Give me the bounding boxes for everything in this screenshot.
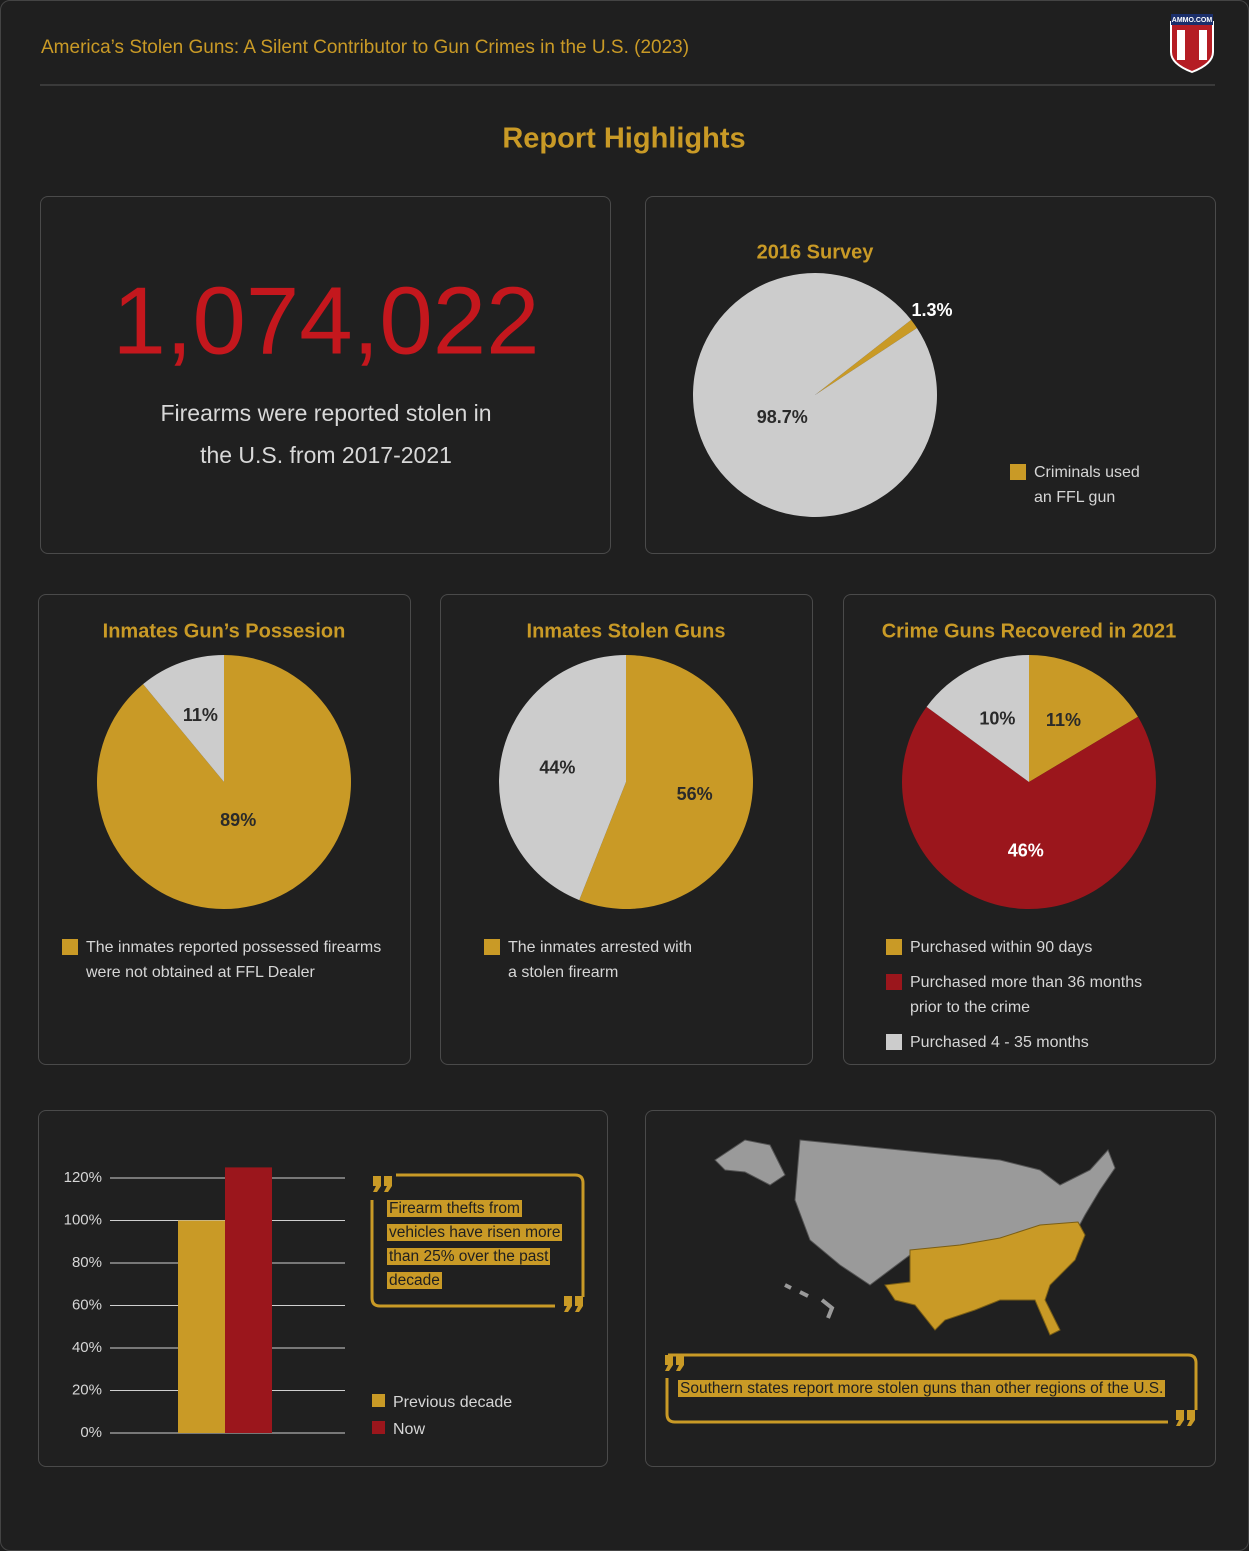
pie-slice: [815, 319, 917, 395]
data-label: 11%: [183, 705, 218, 725]
pie-slice: [901, 706, 1156, 909]
logo: AMMO.COM: [1170, 14, 1214, 74]
legend-item: The inmates arrested with a stolen firea…: [484, 935, 704, 985]
quote-mark: [665, 1355, 684, 1371]
legend-item: Previous decade: [372, 1390, 512, 1415]
chart-title: Crime Guns Recovered in 2021: [882, 620, 1177, 642]
legend: Previous decade Now: [372, 1390, 512, 1442]
legend-item: Now: [372, 1417, 512, 1442]
pie-slice: [1029, 655, 1138, 782]
card: [40, 196, 611, 554]
y-tick-label: 100%: [64, 1211, 102, 1228]
page-title: America’s Stolen Guns: A Silent Contribu…: [41, 37, 689, 58]
y-tick-label: 80%: [72, 1254, 102, 1271]
legend: Purchased within 90 days Purchased more t…: [886, 935, 1156, 1055]
y-tick-label: 60%: [72, 1296, 102, 1313]
chart-title: Inmates Stolen Guns: [527, 620, 726, 642]
legend-swatch: [886, 1034, 902, 1050]
quote-mark: [1176, 1410, 1195, 1426]
chart-title: 2016 Survey: [757, 241, 875, 263]
pie-slice: [926, 655, 1029, 782]
logo-text: AMMO.COM: [1172, 17, 1213, 24]
legend-label: The inmates arrested with a stolen firea…: [508, 939, 693, 981]
legend-label: Criminals used an FFL gun: [1034, 464, 1140, 506]
legend-label: The inmates reported possessed firearms …: [86, 939, 382, 981]
pie-slice: [693, 272, 937, 517]
pie-slice: [498, 655, 626, 901]
y-tick-label: 0%: [80, 1424, 102, 1441]
legend-label: Purchased 4 - 35 months: [910, 1034, 1089, 1051]
map-note: Southern states report more stolen guns …: [678, 1377, 1198, 1401]
data-label: 11%: [1046, 710, 1081, 730]
bar: [225, 1167, 272, 1433]
note-text: Firearm thefts from vehicles have risen …: [387, 1200, 563, 1289]
data-label: 89%: [220, 810, 256, 830]
legend-swatch: [62, 939, 78, 955]
quote-box: [665, 1353, 1198, 1424]
y-tick-label: 120%: [64, 1169, 102, 1186]
pie-slice: [143, 655, 224, 782]
legend-swatch: [886, 939, 902, 955]
bar-note: Firearm thefts from vehicles have risen …: [387, 1197, 577, 1293]
stat-caption: Firearms were reported stolen in the U.S…: [160, 400, 492, 468]
data-label: 98.7%: [757, 407, 808, 427]
y-tick-label: 20%: [72, 1381, 102, 1398]
pie-slice: [579, 655, 753, 909]
legend-label: Now: [393, 1421, 426, 1438]
legend-swatch: [1010, 464, 1026, 480]
legend-item: Purchased within 90 days: [886, 935, 1156, 960]
legend-label: Previous decade: [393, 1394, 513, 1411]
data-label: 44%: [539, 758, 575, 778]
quote-mark: [373, 1176, 392, 1192]
y-tick-label: 40%: [72, 1339, 102, 1356]
legend-item: Criminals used an FFL gun: [1010, 460, 1160, 510]
data-label: 1.3%: [911, 300, 952, 320]
data-label: 10%: [979, 708, 1015, 728]
section-title: Report Highlights: [502, 123, 745, 155]
us-map: [714, 1139, 1116, 1336]
legend: The inmates arrested with a stolen firea…: [484, 935, 704, 985]
quote-box: [370, 1173, 585, 1308]
legend-swatch: [886, 974, 902, 990]
pie-slice: [97, 655, 352, 910]
legend-label: Purchased more than 36 months prior to t…: [910, 974, 1143, 1016]
legend-item: The inmates reported possessed firearms …: [62, 935, 392, 985]
legend: The inmates reported possessed firearms …: [62, 935, 392, 985]
legend-item: Purchased 4 - 35 months: [886, 1030, 1156, 1055]
legend-swatch: [372, 1421, 385, 1434]
big-number: 1,074,022: [112, 267, 539, 374]
legend-swatch: [484, 939, 500, 955]
card: [38, 1110, 608, 1467]
data-label: 56%: [677, 784, 713, 804]
chart-title: Inmates Gun’s Possesion: [103, 620, 346, 642]
bar: [178, 1220, 225, 1433]
legend-label: Purchased within 90 days: [910, 939, 1093, 956]
legend-swatch: [372, 1394, 385, 1407]
data-label: 46%: [1008, 841, 1044, 861]
quote-mark: [564, 1296, 583, 1312]
note-text: Southern states report more stolen guns …: [678, 1380, 1166, 1397]
legend-item: Purchased more than 36 months prior to t…: [886, 970, 1156, 1020]
legend: Criminals used an FFL gun: [1010, 460, 1160, 510]
